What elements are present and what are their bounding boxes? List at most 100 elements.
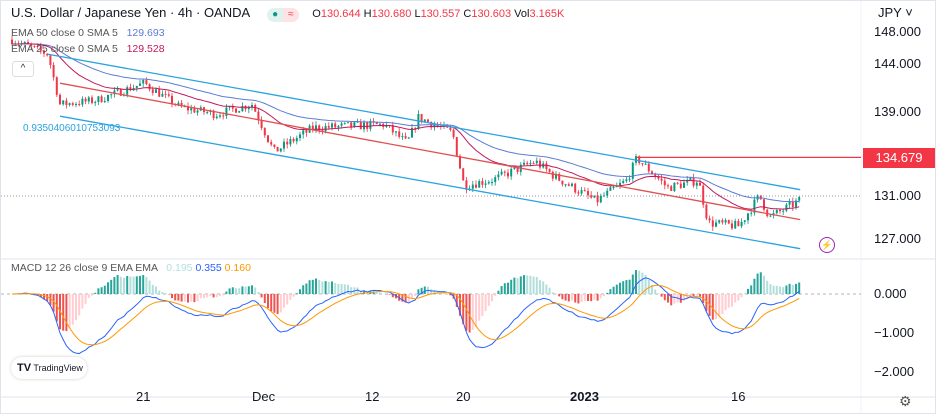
macd-hist-bar xyxy=(398,294,401,301)
candle-body xyxy=(283,141,285,149)
macd-hist-bar xyxy=(315,278,317,294)
candle-body xyxy=(292,139,295,142)
candle-body xyxy=(251,104,253,108)
macd-hist-bar xyxy=(763,275,765,294)
ema25-legend[interactable]: EMA 25 close 0 SMA 5 129.528 xyxy=(11,43,165,55)
candle-body xyxy=(654,174,657,177)
candle-body xyxy=(599,195,602,203)
candle-body xyxy=(404,136,407,139)
candle-body xyxy=(529,163,532,165)
candle-body xyxy=(161,93,164,97)
symbol-title[interactable]: U.S. Dollar / Japanese Yen · 4h · OANDA xyxy=(11,5,250,20)
candle-body xyxy=(395,131,397,133)
candle-body xyxy=(699,182,701,186)
candle-body xyxy=(46,53,49,56)
currency-selector[interactable]: JPY ˅ xyxy=(878,5,913,20)
candle-body xyxy=(49,55,52,66)
ohlc-readout: O130.644 H130.680 L130.557 C130.603 Vol3… xyxy=(312,8,565,20)
macd-hist-bar xyxy=(443,292,445,294)
lightning-event-icon[interactable]: ⚡ xyxy=(819,237,835,253)
macd-hist-bar xyxy=(612,286,615,294)
tradingview-logo[interactable]: TV TradingView xyxy=(11,357,87,379)
macd-hist-bar xyxy=(100,287,103,294)
candle-body xyxy=(401,136,404,138)
candle-body xyxy=(119,89,122,96)
candle-body xyxy=(375,122,378,125)
channel-upper-line xyxy=(47,53,801,191)
settings-gear-icon[interactable]: ⚙ xyxy=(899,393,912,409)
macd-hist-bar xyxy=(603,294,605,297)
candle-body xyxy=(167,94,170,96)
macd-hist-bar xyxy=(273,294,276,313)
candle-body xyxy=(795,200,797,207)
candle-body xyxy=(481,181,484,185)
macd-hist-bar xyxy=(39,294,42,298)
candle-body xyxy=(708,218,711,221)
macd-hist-bar xyxy=(471,294,474,330)
macd-hist-bar xyxy=(551,292,554,294)
macd-hist-bar xyxy=(683,294,685,301)
macd-hist-bar xyxy=(359,290,362,294)
macd-hist-bar xyxy=(455,294,458,307)
macd-hist-bar xyxy=(286,294,289,305)
macd-hist-bar xyxy=(523,275,525,294)
macd-hist-bar xyxy=(366,292,369,294)
macd-hist-bar xyxy=(401,294,404,302)
candle-body xyxy=(587,191,589,196)
candle-body xyxy=(219,115,221,117)
macd-hist-bar xyxy=(107,282,109,294)
candle-body xyxy=(423,119,426,122)
candle-body xyxy=(526,162,529,165)
candle-body xyxy=(775,209,778,214)
macd-hist-bar xyxy=(196,294,199,301)
macd-hist-bar xyxy=(81,294,84,309)
candle-body xyxy=(299,134,301,139)
candle-body xyxy=(497,174,500,178)
macd-hist-bar xyxy=(465,294,468,331)
macd-hist-bar xyxy=(97,288,100,294)
macd-hist-bar xyxy=(635,269,637,294)
macd-hist-bar xyxy=(577,294,580,304)
candle-body xyxy=(503,171,506,173)
time-tick: 21 xyxy=(136,389,151,404)
ema50-line xyxy=(11,43,800,203)
collapse-legend-button[interactable]: ^ xyxy=(12,61,34,77)
candle-body xyxy=(324,125,327,132)
candle-body xyxy=(561,180,564,185)
macd-hist-bar xyxy=(497,290,500,294)
macd-hist-bar xyxy=(475,294,477,328)
macd-hist-bar xyxy=(647,279,650,294)
macd-hist-bar xyxy=(180,294,183,302)
candle-body xyxy=(107,95,109,101)
price-tick: 127.000 xyxy=(874,231,921,246)
macd-hist-bar xyxy=(615,284,618,294)
candle-body xyxy=(254,104,257,112)
candle-body xyxy=(494,177,497,183)
candle-body xyxy=(148,84,151,90)
macd-hist-bar xyxy=(215,294,218,298)
chart-header: U.S. Dollar / Japanese Yen · 4h · OANDA … xyxy=(11,4,564,23)
ema50-legend[interactable]: EMA 50 close 0 SMA 5 129.693 xyxy=(11,27,165,39)
macd-hist-bar xyxy=(247,286,250,294)
candle-body xyxy=(110,94,113,96)
macd-hist-bar xyxy=(513,277,516,294)
candle-body xyxy=(369,120,372,129)
macd-hist-bar xyxy=(519,276,522,294)
macd-hist-bar xyxy=(279,294,282,313)
macd-legend[interactable]: MACD 12 26 close 9 EMA EMA 0.195 0.355 0… xyxy=(11,262,251,274)
macd-hist-bar xyxy=(75,294,77,321)
macd-hist-bar xyxy=(622,281,625,294)
macd-hist-bar xyxy=(305,283,308,294)
macd-hist-bar xyxy=(564,294,567,301)
macd-hist-bar xyxy=(542,281,545,294)
time-tick: 16 xyxy=(731,389,746,404)
macd-hist-bar xyxy=(574,294,577,303)
candle-body xyxy=(55,77,58,95)
macd-hist-bar xyxy=(295,293,298,294)
candle-body xyxy=(683,182,685,188)
candle-body xyxy=(660,178,663,181)
candle-body xyxy=(551,171,554,179)
candle-body xyxy=(651,171,653,175)
macd-hist-bar xyxy=(404,294,407,303)
